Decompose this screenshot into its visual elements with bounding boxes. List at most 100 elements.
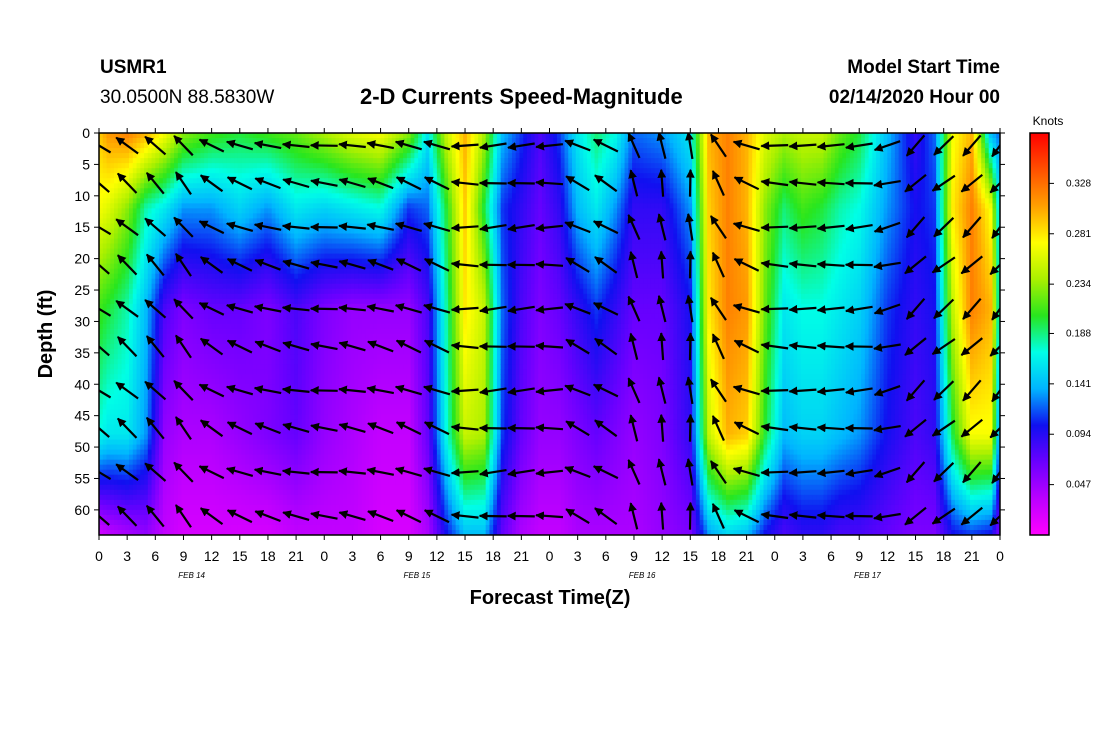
heat-cell bbox=[200, 238, 205, 245]
heat-cell bbox=[222, 283, 228, 290]
heat-cell bbox=[170, 148, 175, 154]
heat-cell bbox=[219, 178, 224, 184]
heat-cell bbox=[267, 208, 273, 215]
heat-cell bbox=[241, 148, 247, 154]
heat-cell bbox=[200, 459, 205, 466]
heat-cell bbox=[309, 328, 314, 335]
heat-cell bbox=[151, 188, 156, 194]
heat-cell bbox=[312, 278, 318, 285]
heat-cell bbox=[286, 449, 292, 456]
heat-cell bbox=[312, 394, 318, 400]
heat-cell bbox=[237, 474, 243, 481]
heat-cell bbox=[245, 409, 250, 416]
heat-cell bbox=[144, 394, 149, 400]
heat-cell bbox=[174, 434, 179, 441]
heat-cell bbox=[185, 389, 190, 395]
heat-cell bbox=[114, 283, 119, 290]
heat-cell bbox=[125, 308, 130, 315]
heat-cell bbox=[117, 439, 123, 446]
heat-cell bbox=[192, 153, 198, 159]
heat-cell bbox=[196, 489, 201, 496]
heat-cell bbox=[267, 474, 273, 481]
heat-cell bbox=[174, 223, 179, 230]
heat-cell bbox=[181, 354, 186, 360]
heat-cell bbox=[309, 364, 314, 370]
heat-cell bbox=[166, 223, 171, 230]
heat-cell bbox=[260, 253, 265, 260]
heat-cell bbox=[192, 178, 198, 184]
heat-cell bbox=[226, 238, 231, 245]
heat-cell bbox=[222, 479, 228, 486]
heat-cell bbox=[99, 484, 104, 491]
heat-cell bbox=[312, 384, 318, 390]
heat-cell bbox=[267, 173, 273, 179]
heat-cell bbox=[320, 364, 325, 370]
heat-cell bbox=[136, 334, 141, 340]
heat-cell bbox=[271, 364, 277, 370]
heat-cell bbox=[114, 389, 119, 395]
heat-cell bbox=[132, 364, 138, 370]
heat-cell bbox=[215, 208, 220, 215]
heat-cell bbox=[181, 313, 186, 320]
heat-cell bbox=[215, 409, 220, 416]
heat-cell bbox=[196, 434, 201, 441]
heat-cell bbox=[316, 148, 322, 154]
heat-cell bbox=[192, 318, 198, 325]
heat-cell bbox=[294, 278, 299, 285]
heat-cell bbox=[294, 148, 299, 154]
heat-cell bbox=[174, 143, 179, 149]
heat-cell bbox=[211, 288, 216, 295]
heat-cell bbox=[177, 193, 183, 199]
heat-cell bbox=[132, 509, 138, 516]
heat-cell bbox=[316, 504, 322, 511]
heat-cell bbox=[102, 178, 108, 184]
heat-cell bbox=[129, 198, 134, 204]
heat-cell bbox=[159, 263, 164, 270]
heat-cell bbox=[249, 178, 254, 184]
heat-cell bbox=[275, 364, 280, 370]
heat-cell bbox=[249, 203, 254, 209]
heat-cell bbox=[155, 464, 160, 471]
heat-cell bbox=[140, 449, 145, 456]
heat-cell bbox=[132, 449, 138, 456]
heat-cell bbox=[226, 183, 231, 189]
heat-cell bbox=[275, 303, 280, 310]
heat-cell bbox=[110, 133, 115, 139]
heat-cell bbox=[159, 414, 164, 421]
heat-cell bbox=[102, 213, 108, 220]
heat-cell bbox=[159, 213, 164, 220]
heat-cell bbox=[234, 203, 239, 209]
heat-cell bbox=[245, 349, 250, 355]
heat-cell bbox=[192, 529, 198, 535]
heat-cell bbox=[166, 444, 171, 451]
heat-cell bbox=[282, 484, 288, 491]
heat-cell bbox=[200, 233, 205, 240]
heat-cell bbox=[132, 424, 138, 431]
heat-cell bbox=[114, 268, 119, 275]
heat-cell bbox=[106, 419, 111, 426]
heat-cell bbox=[241, 163, 247, 169]
heat-cell bbox=[297, 323, 303, 330]
heat-cell bbox=[140, 318, 145, 325]
heat-cell bbox=[226, 233, 231, 240]
heat-cell bbox=[207, 293, 213, 300]
heat-cell bbox=[192, 394, 198, 400]
heat-cell bbox=[204, 484, 209, 491]
heat-cell bbox=[271, 474, 277, 481]
heat-cell bbox=[114, 193, 119, 199]
heat-cell bbox=[226, 479, 231, 486]
heat-cell bbox=[267, 419, 273, 426]
heat-cell bbox=[200, 213, 205, 220]
heat-cell bbox=[140, 303, 145, 310]
heat-cell bbox=[245, 474, 250, 481]
heat-cell bbox=[166, 318, 171, 325]
heat-cell bbox=[290, 268, 295, 275]
heat-cell bbox=[170, 138, 175, 144]
heat-cell bbox=[147, 389, 153, 395]
heat-cell bbox=[316, 313, 322, 320]
heat-cell bbox=[207, 414, 213, 421]
heat-cell bbox=[192, 283, 198, 290]
heat-cell bbox=[207, 364, 213, 370]
heat-cell bbox=[144, 303, 149, 310]
heat-cell bbox=[309, 293, 314, 300]
